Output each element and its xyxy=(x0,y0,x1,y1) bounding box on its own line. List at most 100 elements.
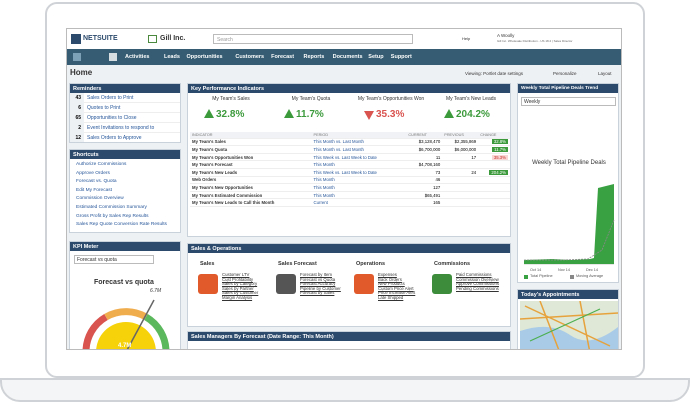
meter-select[interactable]: Forecast vs quota xyxy=(74,255,154,264)
kpi-row: My Team's Opportunities Won This Week vs.… xyxy=(190,153,510,162)
nav-item[interactable]: Reports xyxy=(303,54,325,60)
group-link[interactable]: Late Shipped xyxy=(378,295,404,300)
reminder-label[interactable]: Event Invitations to respond to xyxy=(87,124,155,131)
group-link[interactable]: Custom Price Alert xyxy=(378,285,414,291)
cell: 11 xyxy=(406,153,443,162)
group-link[interactable]: Pending Commissions xyxy=(456,285,499,291)
group-icon xyxy=(354,274,374,294)
shortcut[interactable]: Commission Overview xyxy=(76,196,124,202)
cell: $3,128,470 xyxy=(406,138,443,147)
group-link[interactable]: New Products xyxy=(378,281,405,287)
group-link[interactable]: Paid Commissions xyxy=(456,272,492,277)
reminder-label[interactable]: Sales Orders to Approve xyxy=(87,134,142,141)
search-placeholder: Search xyxy=(217,36,233,43)
group-title: Sales Forecast xyxy=(278,261,317,267)
cell: My Team's Estimated Commission xyxy=(190,191,312,200)
reminder-label[interactable]: Quotes to Print xyxy=(87,104,121,111)
group-link[interactable]: Price Increase Alert xyxy=(378,290,416,296)
cell: 165 xyxy=(406,198,443,207)
portlet-title: Today's Appointments xyxy=(518,290,618,299)
nav-item[interactable]: Activities xyxy=(125,54,150,60)
reminder-count: 43 xyxy=(70,92,84,103)
group-link[interactable]: Back Orders xyxy=(378,276,402,282)
legend-label: Moving Average xyxy=(576,274,604,278)
nav-item[interactable]: Setup xyxy=(368,54,384,60)
group-link[interactable]: Sales by Partner xyxy=(222,285,254,291)
column-header: CHANGE xyxy=(478,132,510,139)
pipeline-area xyxy=(524,184,614,264)
group-link[interactable]: Expenses xyxy=(378,272,397,277)
cell: 73 xyxy=(406,168,443,177)
nav-item[interactable]: Opportunities xyxy=(186,54,223,60)
group-link[interactable]: Commission Overview xyxy=(456,276,499,282)
cell: This Month vs. Last Month xyxy=(311,145,407,154)
group-link[interactable]: Sales by Category xyxy=(222,281,258,287)
moving-average xyxy=(524,219,615,261)
x-label: Oct 14 xyxy=(530,268,542,272)
group-link[interactable]: Forecast vs Quota xyxy=(300,276,336,282)
nav-item[interactable]: Support xyxy=(390,54,412,60)
pipeline-portlet: Weekly Total Pipeline Deals Trend Weekly… xyxy=(517,83,619,283)
laptop-base xyxy=(0,378,690,402)
headline-label: My Team's Opportunities Won xyxy=(357,96,425,102)
cell: Web Orders xyxy=(190,176,312,185)
reminder-label[interactable]: Opportunities to Close xyxy=(87,114,137,121)
group-link[interactable]: Pipeline by Customer xyxy=(300,285,341,291)
cell xyxy=(478,183,510,192)
change-badge: 35.3% xyxy=(491,154,508,160)
cell: 204.2% xyxy=(478,168,510,177)
cell: My Team's Quota xyxy=(190,145,312,154)
group-link[interactable]: Forecast by Sales xyxy=(300,290,335,296)
layout[interactable]: Layout xyxy=(598,71,612,76)
cell: My Team's Forecast xyxy=(190,160,312,169)
reminder-row: 2 Event Invitations to respond to xyxy=(70,122,180,133)
x-label: Dec 14 xyxy=(586,268,599,272)
nav-item[interactable]: Documents xyxy=(332,54,363,60)
nav-item[interactable]: Customers xyxy=(235,54,265,60)
reminder-count: 6 xyxy=(70,102,84,113)
nav-item[interactable]: Forecast xyxy=(271,54,295,60)
cell: $6,000,000 xyxy=(442,145,479,154)
kpi-meter-portlet: KPI Meter Forecast vs quota Forecast vs … xyxy=(69,241,181,349)
search-box[interactable]: Search xyxy=(213,34,413,44)
group-link[interactable]: Customer LTV xyxy=(222,272,250,277)
shortcut[interactable]: Edit My Forecast xyxy=(76,187,112,193)
kpi-row: My Team's Forecast This Month $4,708,160 xyxy=(190,160,510,169)
pipeline-select[interactable]: Weekly xyxy=(521,97,616,106)
cell: $2,355,869 xyxy=(442,138,479,147)
group-link[interactable]: Approve Commissions xyxy=(456,281,499,287)
shortcut[interactable]: Authorize Commissions xyxy=(76,162,127,167)
help[interactable]: Help xyxy=(462,36,471,41)
legend-label: Total Pipeline xyxy=(530,274,553,278)
header: NETSUITE Gill Inc. Search Help A Woolly … xyxy=(67,29,621,49)
shortcut[interactable]: Forecast vs. Quota xyxy=(76,179,117,185)
shortcut[interactable]: Gross Profit by Sales Rep Results xyxy=(76,213,149,219)
shortcut[interactable]: Sales Rep Quote Conversion Rate Results xyxy=(76,222,167,228)
headline-arrow xyxy=(444,109,454,118)
legend-swatch xyxy=(524,275,528,279)
viewing[interactable]: Viewing: Portlet date settings xyxy=(465,71,523,76)
group-link[interactable]: Cust Profitability xyxy=(222,276,254,282)
cell: My Team's Opportunities Won xyxy=(190,153,312,162)
appointments-portlet: Today's Appointments xyxy=(517,289,619,349)
user[interactable]: A Woolly xyxy=(497,33,515,38)
cell xyxy=(442,183,479,192)
shortcut[interactable]: Approve Orders xyxy=(76,170,110,176)
cell: $6,700,000 xyxy=(406,145,443,154)
shortcut[interactable]: Estimated Commission Summary xyxy=(76,204,147,210)
pipeline-chart xyxy=(524,184,615,265)
group-link[interactable]: Margin Analysis xyxy=(222,295,253,300)
group-icon xyxy=(198,274,218,294)
change-badge: 32.8% xyxy=(491,139,508,145)
cell: My Team's New Opportunities xyxy=(190,183,312,192)
group-link[interactable]: Forecast by Item xyxy=(300,272,332,277)
nav-item[interactable]: Leads xyxy=(164,54,180,60)
headline-value: 11.7% xyxy=(296,109,324,120)
cell xyxy=(442,176,479,185)
logo-icon xyxy=(71,34,81,44)
shortcut-list: Authorize Commissions Approve Orders Forec… xyxy=(70,159,180,232)
reminder-label[interactable]: Sales Orders to Print xyxy=(87,94,134,101)
group-link[interactable]: Sales by Customer xyxy=(222,290,259,296)
personalize[interactable]: Personalize xyxy=(553,71,577,76)
group-link[interactable]: Forecast Accuracy xyxy=(300,281,336,287)
